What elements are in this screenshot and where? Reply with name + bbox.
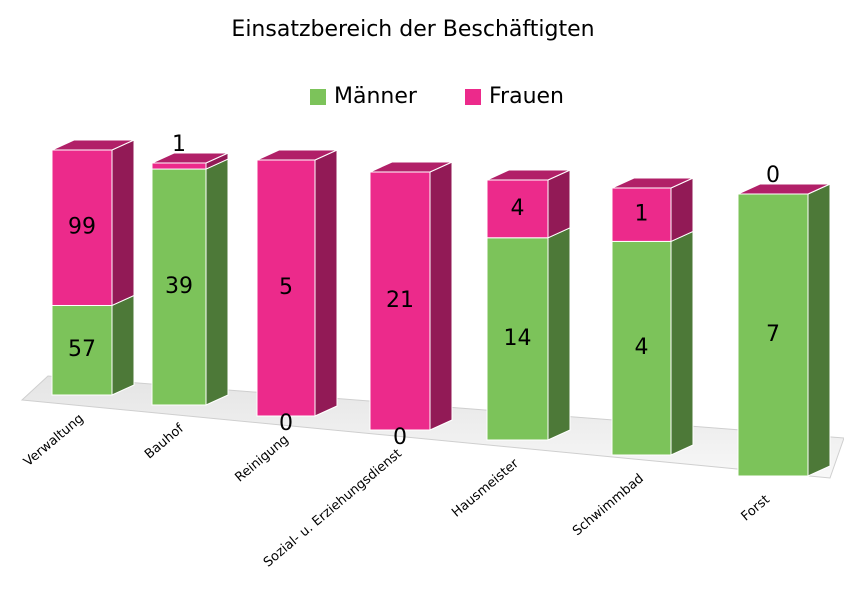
data-label: 39	[165, 274, 193, 299]
chart-title: Einsatzbereich der Beschäftigten	[231, 17, 594, 42]
bar-top	[51, 139, 135, 151]
legend-label: Männer	[334, 84, 418, 109]
legend-label: Frauen	[489, 84, 564, 109]
data-label: 0	[766, 163, 780, 188]
data-label: 4	[511, 196, 525, 221]
bar-side	[807, 183, 831, 477]
legend-swatch	[310, 89, 326, 105]
bar-side	[547, 227, 571, 441]
x-tick-label: Forst	[739, 492, 773, 524]
bar	[151, 162, 207, 170]
bar	[486, 237, 549, 441]
data-label: 1	[635, 202, 649, 227]
bar-side	[547, 169, 571, 239]
bar	[611, 187, 672, 242]
x-tick-label: Reinigung	[232, 432, 291, 485]
data-label: 4	[635, 335, 649, 360]
data-label: 57	[68, 337, 96, 362]
bar	[51, 304, 113, 396]
bar-top	[369, 161, 453, 173]
data-label: 7	[766, 322, 780, 347]
data-label: 99	[68, 215, 96, 240]
bar	[151, 168, 207, 406]
data-label: 21	[386, 288, 414, 313]
data-label: 14	[504, 326, 532, 351]
bar-top	[737, 183, 831, 195]
bar-side	[670, 230, 694, 456]
bar-side	[111, 139, 135, 307]
data-label: 0	[393, 425, 407, 450]
bar-side	[314, 149, 338, 417]
bar	[486, 179, 549, 239]
x-tick-label: Sozial- u. Erziehungsdienst	[261, 446, 405, 570]
bar-side	[205, 158, 229, 406]
data-label: 0	[279, 411, 293, 436]
bar-side	[111, 294, 135, 396]
x-tick-label: Hausmeister	[449, 456, 522, 521]
bar-side	[429, 161, 453, 431]
data-label: 1	[172, 132, 186, 157]
x-tick-label: Bauhof	[142, 421, 187, 462]
bar-top	[486, 169, 571, 181]
bar	[737, 193, 809, 477]
legend-swatch	[465, 89, 481, 105]
data-label: 5	[279, 275, 293, 300]
bar-side	[670, 177, 694, 243]
bar-top	[611, 177, 694, 189]
bar	[256, 159, 316, 417]
bar-top	[151, 152, 229, 164]
x-tick-label: Schwimmbad	[570, 471, 647, 539]
bar	[51, 149, 113, 306]
bar-top	[256, 149, 338, 161]
bar	[611, 240, 672, 456]
x-tick-label: Verwaltung	[21, 411, 87, 470]
